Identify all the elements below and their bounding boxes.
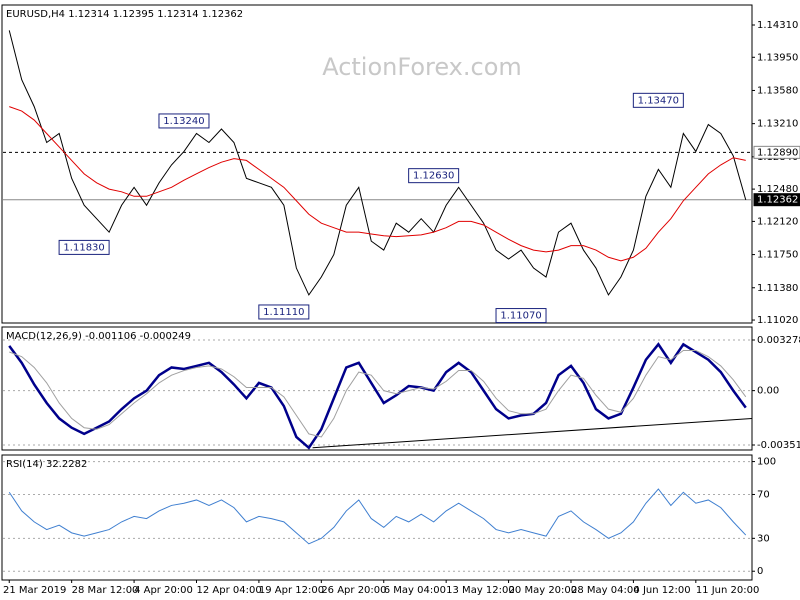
- series-line: [8, 30, 747, 296]
- y-tick-label: 1.13210: [757, 119, 798, 130]
- x-tick-label: 20 May 20:00: [509, 585, 578, 596]
- price-level-label: 1.12362: [757, 195, 798, 206]
- annotation-label: 1.11110: [263, 307, 304, 318]
- annotation-box: [158, 113, 210, 129]
- annotation-box: [632, 92, 684, 108]
- y-tick-label: 100: [757, 457, 776, 468]
- annotation-label: 1.12630: [413, 171, 454, 182]
- y-tick-label: 1.11020: [757, 315, 798, 326]
- price-level-box: [753, 145, 800, 159]
- x-tick-label: 28 May 04:00: [571, 585, 640, 596]
- series-line: [9, 106, 746, 262]
- annotation-label: 1.11070: [500, 311, 541, 322]
- y-tick-label: 0: [757, 566, 763, 577]
- plot: [8, 488, 747, 545]
- panel-title: MACD(12,26,9) -0.001106 -0.000249: [6, 331, 191, 342]
- y-tick-label: 30: [757, 533, 770, 544]
- y-tick-label: 0.00: [757, 386, 779, 397]
- annotation-label: 1.11830: [63, 242, 104, 253]
- watermark: ActionForex.com: [322, 53, 522, 81]
- panel-frame: [1, 454, 753, 581]
- annotation-label: 1.13470: [638, 95, 679, 106]
- x-tick-label: 19 Apr 12:00: [259, 585, 324, 596]
- series-line: [8, 488, 747, 545]
- y-tick-label: 1.14310: [757, 20, 798, 31]
- trendline: [312, 417, 752, 449]
- x-tick-label: 26 Apr 20:00: [321, 585, 386, 596]
- y-tick-label: -0.003519: [757, 440, 800, 451]
- annotation-box: [408, 168, 460, 184]
- y-tick-label: 1.11380: [757, 283, 798, 294]
- plot: [8, 342, 752, 450]
- annotation-box: [58, 239, 110, 255]
- y-tick-label: 1.13950: [757, 52, 798, 63]
- price-level-box: [753, 193, 800, 207]
- panel-frame: [1, 326, 753, 451]
- panel-title: RSI(14) 32.2282: [6, 459, 87, 470]
- annotation-label: 1.13240: [163, 116, 204, 127]
- annotation-box: [495, 308, 547, 324]
- x-tick-label: 4 Jun 12:00: [633, 585, 690, 596]
- x-tick-label: 12 Apr 04:00: [196, 585, 261, 596]
- x-tick-label: 28 Mar 12:00: [72, 585, 139, 596]
- plot: [8, 30, 747, 296]
- annotation-box: [258, 304, 310, 320]
- x-tick-label: 21 Mar 2019: [3, 585, 66, 596]
- series-line: [9, 349, 747, 438]
- y-tick-label: 1.11750: [757, 250, 798, 261]
- y-tick-label: 1.12480: [757, 184, 798, 195]
- y-tick-label: 1.13580: [757, 85, 798, 96]
- y-tick-label: 1.12120: [757, 216, 798, 227]
- panel-title: EURUSD,H4 1.12314 1.12395 1.12314 1.1236…: [6, 9, 243, 20]
- x-tick-label: 13 May 12:00: [446, 585, 515, 596]
- x-tick-label: 4 Apr 20:00: [134, 585, 193, 596]
- panel-frame: [1, 4, 753, 324]
- price-level-label: 1.12890: [757, 147, 798, 158]
- x-tick-label: 11 Jun 20:00: [696, 585, 760, 596]
- x-tick-label: 6 May 04:00: [384, 585, 446, 596]
- y-tick-label: 70: [757, 489, 770, 500]
- y-tick-label: 0.003278: [757, 335, 800, 346]
